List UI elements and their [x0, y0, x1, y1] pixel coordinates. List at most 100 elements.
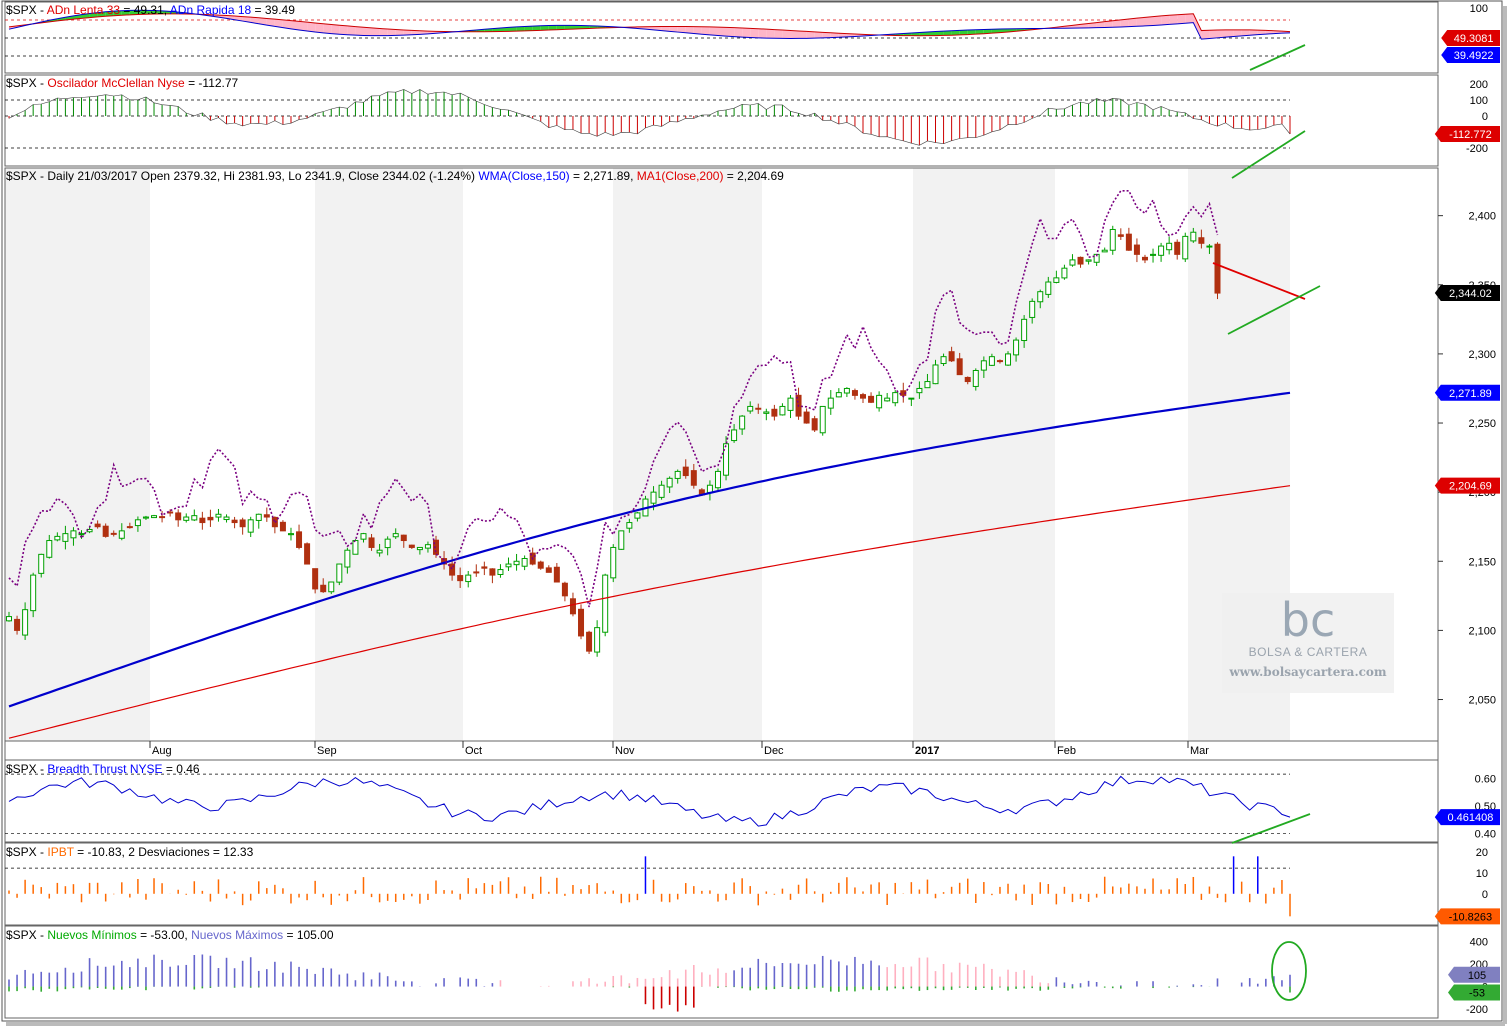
candle-up: [78, 533, 85, 536]
candle-up: [142, 516, 149, 519]
ad-fill-pink: [669, 26, 678, 33]
newhl-panel-frame: [4, 925, 1439, 1019]
ad-fill-pink: [323, 23, 332, 34]
ma200-label: MA1(Close,200): [636, 169, 724, 183]
ad-fill-green: [121, 10, 130, 16]
ad-fill-pink: [1104, 20, 1113, 28]
date-axis-strip: [4, 740, 1439, 761]
resistance-trendline: [1212, 262, 1306, 300]
candle-down: [449, 563, 456, 576]
price-badge-text: 2,344.02: [1449, 288, 1492, 300]
new-highs-badge-bg: [1448, 966, 1500, 983]
ad-fill-green: [540, 25, 549, 31]
candle-up: [30, 574, 37, 612]
candle-up: [1013, 339, 1020, 356]
ad-fill-pink: [742, 28, 751, 38]
candle-down: [239, 519, 246, 528]
ad-fill-pink: [1088, 22, 1097, 28]
ad-fill-green: [516, 26, 525, 32]
candle-up: [602, 574, 609, 633]
watermark: bc BOLSA & CARTERA www.bolsaycartera.com: [1222, 593, 1394, 693]
ad-fill-pink: [822, 32, 831, 38]
ma200-badge-text: 2,204.69: [1449, 481, 1492, 493]
candle-up: [384, 538, 391, 549]
candle-down: [1198, 237, 1205, 244]
candle-down: [561, 582, 568, 597]
candle-down: [489, 568, 496, 576]
candle-up: [1085, 259, 1092, 262]
wma-badge-text: 2,271.89: [1449, 388, 1492, 400]
thrust-trendline: [1231, 813, 1311, 844]
candle-down: [126, 526, 133, 529]
candle-down: [408, 544, 415, 548]
ad-fill-green: [983, 29, 992, 34]
candle-down: [964, 376, 971, 383]
candle-up: [932, 364, 939, 385]
ad-fill-green: [500, 27, 509, 32]
candle-down: [682, 466, 689, 477]
ipbt-value: = -10.83, 2 Desviaciones = 12.33: [73, 845, 254, 859]
thrust-line: [8, 775, 1291, 827]
candle-down: [1077, 256, 1084, 265]
ad-fill-pink: [403, 30, 412, 36]
mcclellan-value: = -112.77: [184, 76, 239, 90]
ad-fill-pink: [798, 30, 807, 39]
month-label: Sep: [317, 745, 337, 757]
ad-fill-pink: [774, 29, 783, 39]
candle-up: [1166, 242, 1173, 251]
candle-up: [747, 405, 754, 412]
ad-fill-pink: [291, 20, 299, 30]
new-lows-badge-bg: [1448, 984, 1500, 1001]
candle-up: [247, 519, 254, 533]
candle-up: [980, 360, 987, 371]
month-band: [315, 168, 463, 741]
candle-up: [610, 546, 617, 579]
ad-fill-pink: [1241, 29, 1250, 36]
ad-fill-pink: [274, 19, 283, 28]
candle-down: [569, 598, 576, 615]
ad-fill-pink: [1209, 30, 1218, 39]
candle-up: [328, 581, 335, 593]
ipbt-prefix: $SPX -: [6, 845, 48, 859]
ad-fill-green: [581, 25, 590, 29]
ad-fill-green: [935, 31, 944, 36]
candle-up: [1150, 253, 1157, 256]
ad-fill-green: [919, 32, 928, 36]
candle-up: [54, 535, 61, 541]
candle-down: [537, 561, 544, 569]
ad-slow-line: [8, 13, 1291, 37]
ad-fill-pink: [387, 29, 396, 36]
ad-fill-green: [967, 29, 976, 35]
ad-fill-pink: [379, 28, 388, 36]
price-tick-label: 2,250: [1468, 418, 1496, 430]
ad-fill-pink: [766, 29, 775, 39]
month-label: Mar: [1190, 745, 1209, 757]
ad-fill-pink: [750, 28, 759, 38]
ad-slow-badge-bg: [1441, 30, 1500, 46]
candle-up: [843, 387, 850, 394]
ad-fill-pink: [734, 27, 743, 38]
price-tick-label: 2,050: [1468, 695, 1496, 707]
candle-up: [674, 470, 681, 479]
candle-down: [279, 521, 286, 532]
candle-up: [787, 397, 794, 411]
candle-up: [134, 519, 141, 527]
ad-fill-pink: [685, 26, 694, 34]
candle-down: [263, 514, 270, 518]
ipbt-panel-frame: [4, 842, 1439, 926]
candle-up: [626, 522, 633, 529]
ipbt-axis-label: 20: [1476, 847, 1488, 859]
ad-fill-pink: [693, 26, 702, 35]
candle-down: [199, 517, 206, 524]
ad-fill-green: [556, 25, 565, 30]
candle-down: [473, 571, 480, 574]
candle-down: [320, 584, 327, 593]
ad-fill-green: [137, 10, 146, 15]
candle-up: [972, 369, 979, 387]
candle-down: [1133, 244, 1140, 255]
ad-fill-green: [548, 25, 557, 30]
ad-fill-pink: [830, 32, 839, 38]
